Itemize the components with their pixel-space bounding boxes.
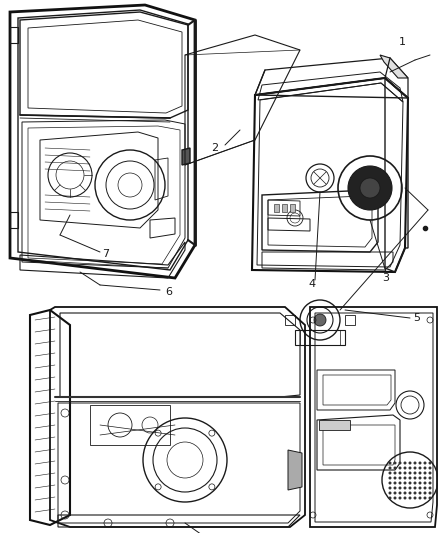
Circle shape bbox=[409, 491, 411, 495]
Circle shape bbox=[399, 466, 402, 470]
Circle shape bbox=[413, 487, 417, 489]
Circle shape bbox=[389, 491, 392, 495]
Circle shape bbox=[389, 477, 392, 480]
Circle shape bbox=[418, 477, 421, 480]
Circle shape bbox=[399, 462, 402, 464]
Circle shape bbox=[418, 481, 421, 484]
Circle shape bbox=[403, 481, 406, 484]
Text: 6: 6 bbox=[165, 287, 172, 297]
Circle shape bbox=[413, 477, 417, 480]
Circle shape bbox=[428, 472, 431, 474]
Circle shape bbox=[409, 481, 411, 484]
Circle shape bbox=[413, 472, 417, 474]
Circle shape bbox=[393, 497, 396, 499]
Circle shape bbox=[389, 472, 392, 474]
Circle shape bbox=[424, 462, 427, 464]
Circle shape bbox=[393, 481, 396, 484]
Text: 7: 7 bbox=[102, 249, 109, 259]
Circle shape bbox=[399, 487, 402, 489]
Circle shape bbox=[399, 477, 402, 480]
Circle shape bbox=[409, 497, 411, 499]
Circle shape bbox=[399, 481, 402, 484]
Polygon shape bbox=[319, 420, 350, 430]
Circle shape bbox=[409, 477, 411, 480]
Circle shape bbox=[413, 481, 417, 484]
Polygon shape bbox=[282, 204, 287, 212]
Polygon shape bbox=[288, 450, 302, 490]
Text: 5: 5 bbox=[413, 313, 420, 323]
Circle shape bbox=[424, 487, 427, 489]
Circle shape bbox=[418, 497, 421, 499]
Circle shape bbox=[403, 487, 406, 489]
Circle shape bbox=[418, 472, 421, 474]
Circle shape bbox=[424, 491, 427, 495]
Circle shape bbox=[424, 466, 427, 470]
Circle shape bbox=[424, 497, 427, 499]
Circle shape bbox=[393, 462, 396, 464]
Circle shape bbox=[409, 462, 411, 464]
Circle shape bbox=[428, 491, 431, 495]
Circle shape bbox=[399, 472, 402, 474]
Polygon shape bbox=[290, 204, 295, 212]
Circle shape bbox=[403, 466, 406, 470]
Circle shape bbox=[403, 497, 406, 499]
Circle shape bbox=[428, 462, 431, 464]
Circle shape bbox=[393, 491, 396, 495]
Circle shape bbox=[428, 487, 431, 489]
Circle shape bbox=[418, 466, 421, 470]
Circle shape bbox=[418, 491, 421, 495]
Text: 1: 1 bbox=[399, 37, 406, 47]
Circle shape bbox=[393, 466, 396, 470]
Circle shape bbox=[409, 487, 411, 489]
Circle shape bbox=[413, 466, 417, 470]
Circle shape bbox=[424, 472, 427, 474]
Circle shape bbox=[428, 466, 431, 470]
Polygon shape bbox=[380, 55, 408, 78]
Circle shape bbox=[403, 462, 406, 464]
Circle shape bbox=[428, 497, 431, 499]
Circle shape bbox=[424, 477, 427, 480]
Circle shape bbox=[389, 481, 392, 484]
Circle shape bbox=[413, 491, 417, 495]
Circle shape bbox=[393, 472, 396, 474]
Circle shape bbox=[418, 462, 421, 464]
Circle shape bbox=[389, 462, 392, 464]
Text: 2: 2 bbox=[211, 143, 218, 153]
Circle shape bbox=[314, 314, 326, 326]
Circle shape bbox=[413, 497, 417, 499]
Polygon shape bbox=[274, 204, 279, 212]
Circle shape bbox=[389, 487, 392, 489]
Circle shape bbox=[399, 491, 402, 495]
Polygon shape bbox=[182, 148, 190, 165]
Circle shape bbox=[399, 497, 402, 499]
Circle shape bbox=[403, 477, 406, 480]
Circle shape bbox=[393, 477, 396, 480]
Circle shape bbox=[360, 178, 380, 198]
Circle shape bbox=[409, 472, 411, 474]
Circle shape bbox=[403, 472, 406, 474]
Circle shape bbox=[389, 497, 392, 499]
Circle shape bbox=[424, 481, 427, 484]
Circle shape bbox=[418, 487, 421, 489]
Text: 4: 4 bbox=[308, 279, 315, 289]
Circle shape bbox=[389, 466, 392, 470]
Circle shape bbox=[428, 477, 431, 480]
Circle shape bbox=[428, 481, 431, 484]
Circle shape bbox=[413, 462, 417, 464]
Circle shape bbox=[348, 166, 392, 210]
Circle shape bbox=[403, 491, 406, 495]
Circle shape bbox=[409, 466, 411, 470]
Text: 3: 3 bbox=[382, 273, 389, 283]
Circle shape bbox=[393, 487, 396, 489]
